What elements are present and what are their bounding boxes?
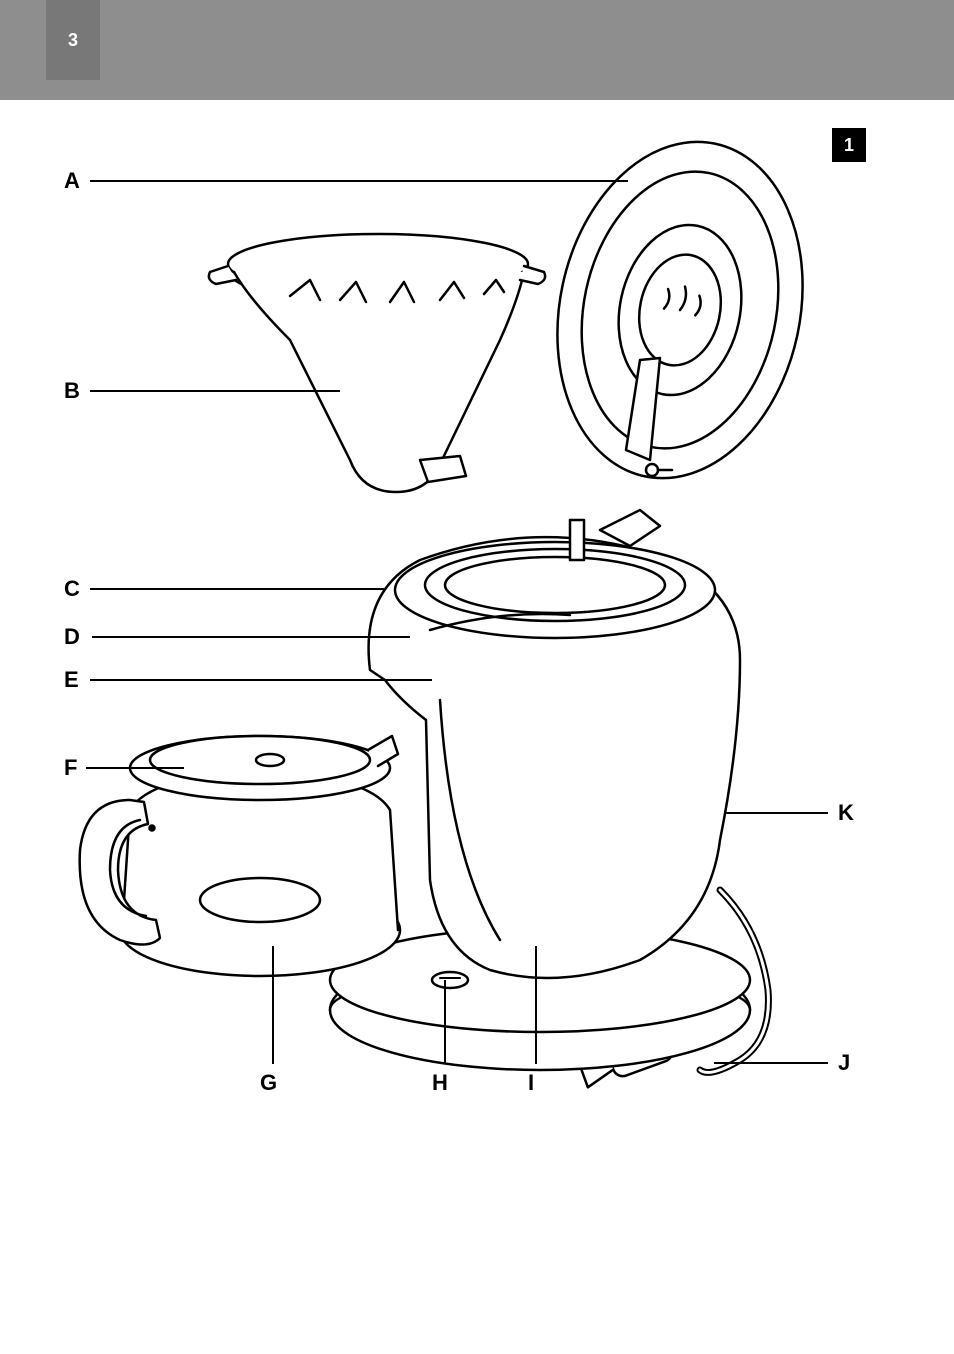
- callout-I: I: [528, 1070, 534, 1096]
- callout-H: H: [432, 1070, 448, 1096]
- leader-A: [90, 180, 628, 182]
- leader-J: [714, 1062, 828, 1064]
- callout-B: B: [64, 378, 80, 404]
- page-number-tab: 3: [46, 0, 100, 80]
- leader-K: [724, 812, 828, 814]
- leader-C: [90, 588, 384, 590]
- callout-F: F: [64, 755, 77, 781]
- leader-G: [272, 946, 274, 1064]
- leader-D: [92, 636, 410, 638]
- leader-F: [86, 767, 184, 769]
- callout-J: J: [838, 1050, 850, 1076]
- leader-I: [535, 946, 537, 1064]
- callout-D: D: [64, 624, 80, 650]
- coffee-maker-diagram: [0, 100, 954, 1160]
- callout-A: A: [64, 168, 80, 194]
- leader-E: [90, 679, 432, 681]
- header-bar: 3: [0, 0, 954, 100]
- callout-G: G: [260, 1070, 277, 1096]
- page-number: 3: [68, 30, 78, 51]
- callout-K: K: [838, 800, 854, 826]
- callout-E: E: [64, 667, 79, 693]
- leader-B: [90, 390, 340, 392]
- callout-C: C: [64, 576, 80, 602]
- leader-H: [444, 980, 446, 1064]
